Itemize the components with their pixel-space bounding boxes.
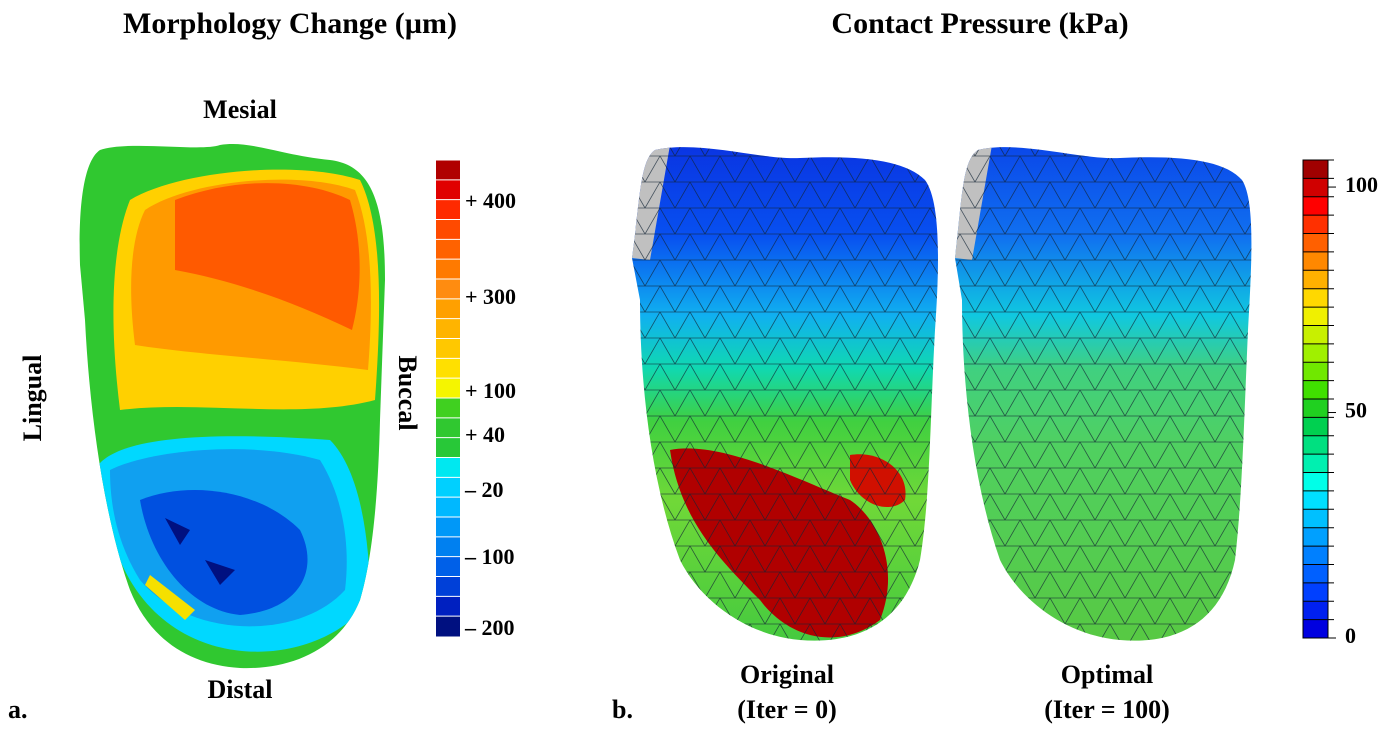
- colorbar-swatch: [436, 577, 460, 597]
- colorbar-tick-label: – 100: [464, 544, 515, 569]
- colorbar-swatch: [1303, 270, 1328, 289]
- colorbar-tick-label: – 200: [464, 615, 515, 640]
- view-caption: (Iter = 0): [737, 695, 837, 724]
- orientation-label: Distal: [208, 675, 273, 704]
- panel-title: Morphology Change (µm): [123, 7, 457, 40]
- colorbar-swatch: [1303, 381, 1328, 400]
- colorbar-swatch: [1303, 491, 1328, 510]
- colorbar-swatch: [1303, 509, 1328, 528]
- colorbar-swatch: [436, 477, 460, 497]
- colorbar-swatch: [1303, 473, 1328, 492]
- colorbar-swatch: [1303, 197, 1328, 216]
- colorbar-swatch: [1303, 160, 1328, 179]
- view-caption: (Iter = 100): [1044, 695, 1170, 724]
- colorbar-swatch: [1303, 289, 1328, 308]
- panel-label: b.: [612, 695, 633, 724]
- colorbar-swatch: [436, 299, 460, 319]
- colorbar-swatch: [1303, 436, 1328, 455]
- colorbar-tick-label: + 100: [465, 378, 516, 403]
- colorbar-tick-label: 50: [1345, 398, 1367, 423]
- orientation-label: Buccal: [393, 355, 422, 430]
- view-name: Original: [740, 660, 834, 689]
- colorbar-swatch: [436, 200, 460, 220]
- panel-label: a.: [8, 695, 28, 724]
- colorbar-swatch: [1303, 583, 1328, 602]
- colorbar-swatch: [436, 418, 460, 438]
- colorbar-swatch: [436, 378, 460, 398]
- colorbar-swatch: [436, 596, 460, 616]
- colorbar-swatch: [1303, 546, 1328, 565]
- colorbar-tick-label: + 40: [465, 422, 505, 447]
- colorbar-swatch: [1303, 417, 1328, 436]
- colorbar-tick-label: + 300: [465, 284, 516, 309]
- colorbar-swatch: [436, 259, 460, 279]
- colorbar-swatch: [436, 339, 460, 359]
- colorbar-swatch: [436, 239, 460, 259]
- colorbar-swatch: [436, 458, 460, 478]
- orientation-label: Lingual: [18, 355, 47, 442]
- colorbar-swatch: [1303, 528, 1328, 547]
- colorbar-tick-label: + 400: [465, 188, 516, 213]
- colorbar-swatch: [436, 398, 460, 418]
- colorbar-swatch: [1303, 344, 1328, 363]
- pressure-map-original: [620, 130, 950, 660]
- colorbar-swatch: [1303, 307, 1328, 326]
- colorbar-swatch: [436, 220, 460, 240]
- colorbar-swatch: [436, 180, 460, 200]
- colorbar-tick-label: 100: [1345, 172, 1378, 197]
- colorbar-swatch: [1303, 325, 1328, 344]
- colorbar-swatch: [436, 517, 460, 537]
- morphology-map: [70, 130, 400, 680]
- view-name: Optimal: [1061, 660, 1153, 689]
- colorbar-swatch: [436, 279, 460, 299]
- colorbar-swatch: [1303, 620, 1328, 639]
- panel-title: Contact Pressure (kPa): [831, 7, 1128, 40]
- orientation-label: Mesial: [203, 95, 277, 124]
- colorbar-swatch: [1303, 178, 1328, 197]
- colorbar-swatch: [1303, 234, 1328, 253]
- colorbar-swatch: [1303, 362, 1328, 381]
- colorbar-swatch: [436, 160, 460, 180]
- colorbar-tick-label: 0: [1345, 623, 1356, 648]
- colorbar-swatch: [1303, 252, 1328, 271]
- colorbar-swatch: [436, 537, 460, 557]
- colorbar-swatch: [1303, 601, 1328, 620]
- colorbar-swatch: [436, 557, 460, 577]
- colorbar-swatch: [1303, 399, 1328, 418]
- colorbar-swatch: [1303, 564, 1328, 583]
- colorbar-swatch: [436, 438, 460, 458]
- colorbar-swatch: [436, 497, 460, 517]
- colorbar-swatch: [1303, 215, 1328, 234]
- colorbar-tick-label: – 20: [464, 477, 504, 502]
- colorbar-swatch: [436, 358, 460, 378]
- colorbar-swatch: [436, 319, 460, 339]
- pressure-map-optimal: [945, 130, 1265, 660]
- colorbar-swatch: [436, 616, 460, 636]
- colorbar-swatch: [1303, 454, 1328, 473]
- figure: Morphology Change (µm) Mesial Distal Lin…: [0, 0, 1396, 730]
